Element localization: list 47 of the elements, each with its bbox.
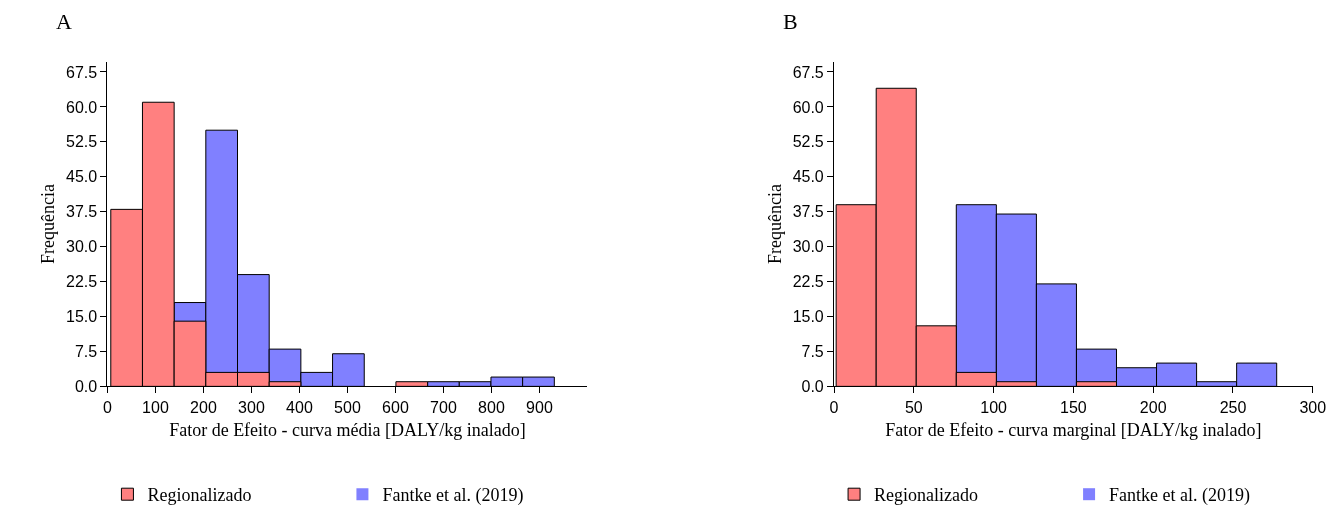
x-tick-label: 50: [904, 398, 923, 416]
y-tick-label: 52.5: [792, 133, 824, 151]
y-tick-label: 67.5: [792, 63, 824, 81]
x-tick-label: 200: [1139, 398, 1167, 416]
x-tick-label: 400: [286, 398, 313, 416]
y-tick-label: 7.5: [801, 343, 824, 361]
x-tick-label: 300: [1299, 398, 1327, 416]
y-tick-label: 37.5: [65, 203, 98, 221]
x-tick-label: 500: [334, 398, 361, 416]
y-tick-label: 30.0: [792, 238, 824, 256]
x-tick-label: 800: [478, 398, 505, 416]
x-tick-label: 300: [238, 398, 265, 416]
legend-label: Regionalizado: [147, 485, 252, 506]
y-tick-label: 60.0: [65, 98, 98, 116]
y-tick-label: 22.5: [792, 273, 824, 291]
y-axis-title: Frequência: [764, 184, 785, 265]
x-tick-label: 100: [980, 398, 1008, 416]
y-tick-label: 15.0: [792, 308, 824, 326]
x-tick-label: 100: [142, 398, 169, 416]
x-tick-label: 700: [430, 398, 457, 416]
x-tick-label: 250: [1219, 398, 1247, 416]
y-tick-label: 0.0: [801, 377, 824, 395]
x-tick-label: 0: [102, 398, 112, 416]
y-tick-label: 15.0: [65, 308, 98, 326]
x-tick-label: 150: [1060, 398, 1087, 416]
legend-label: Fantke et al. (2019): [382, 485, 524, 507]
x-tick-label: 900: [526, 398, 553, 416]
legend-label: Regionalizado: [874, 485, 979, 506]
x-tick-label: 600: [382, 398, 409, 416]
y-tick-label: 67.5: [65, 63, 98, 81]
x-tick-label: 200: [190, 398, 217, 416]
y-tick-label: 45.0: [792, 168, 824, 186]
y-tick-label: 22.5: [65, 273, 98, 291]
chart-title: A: [56, 9, 72, 34]
y-tick-label: 37.5: [792, 203, 824, 221]
chart-title: B: [783, 9, 798, 34]
x-axis-title: Fator de Efeito - curva média [DALY/kg inalado]: [169, 419, 526, 440]
x-axis-title: Fator de Efeito - curva marginal [DALY/kg inalado]: [885, 419, 1262, 440]
y-tick-label: 30.0: [65, 238, 98, 256]
y-tick-label: 0.0: [74, 377, 98, 395]
y-tick-label: 52.5: [65, 133, 98, 151]
y-tick-label: 60.0: [792, 98, 824, 116]
legend-label: Fantke et al. (2019): [1109, 485, 1251, 507]
x-tick-label: 0: [829, 398, 839, 416]
y-axis-title: Frequência: [38, 184, 59, 265]
y-tick-label: 7.5: [74, 343, 98, 361]
y-tick-label: 45.0: [65, 168, 98, 186]
